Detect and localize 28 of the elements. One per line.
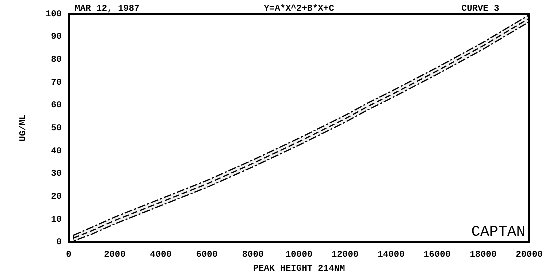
text: MAR 12, 1987	[75, 4, 140, 14]
x-tick-label: 20000	[516, 250, 544, 260]
x-tick-label: 6000	[196, 250, 218, 260]
annotation: CAPTAN	[471, 224, 526, 241]
text: CURVE 3	[462, 4, 500, 14]
chart-title: Y=A*X^2+B*X+C	[264, 4, 335, 14]
x-tick-label: 12000	[332, 250, 359, 260]
x-tick-label: 8000	[242, 250, 264, 260]
y-tick-label: 70	[51, 78, 62, 88]
x-tick-label: 4000	[150, 250, 172, 260]
y-tick-label: 60	[51, 100, 62, 111]
x-tick-label: 18000	[470, 250, 497, 260]
y-axis-title: UG/ML	[18, 114, 29, 142]
y-tick-label: 10	[51, 214, 62, 225]
x-axis-title: PEAK HEIGHT 214NM	[253, 264, 346, 274]
y-tick-label: 90	[51, 32, 62, 42]
y-tick-label: 40	[51, 146, 62, 156]
y-tick-label: 100	[46, 9, 62, 20]
y-tick-label: 0	[56, 238, 62, 248]
x-tick-label: 14000	[378, 250, 405, 260]
y-tick-label: 20	[51, 192, 62, 202]
x-tick-label: 16000	[424, 250, 451, 260]
x-tick-label: 10000	[286, 250, 313, 260]
y-tick-label: 80	[51, 54, 62, 65]
x-tick-label: 0	[66, 250, 72, 260]
y-tick-label: 30	[51, 169, 62, 180]
y-tick-label: 50	[51, 123, 62, 134]
x-tick-label: 2000	[104, 250, 126, 260]
